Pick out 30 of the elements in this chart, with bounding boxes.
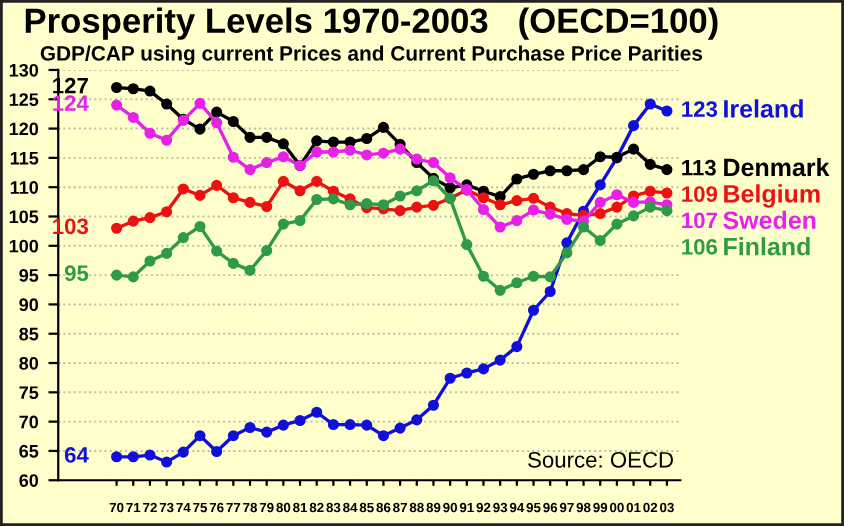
text: Sweden [723,210,816,230]
y-tick-label: 100 [9,239,39,253]
y-tick-label: 60 [19,474,39,487]
y-tick-label: 90 [19,298,39,312]
data-label: 95 [64,265,89,282]
y-tick-label: 120 [9,122,39,136]
y-tick-label: 115 [10,152,39,165]
y-tick-label: 105 [9,210,39,224]
text: Denmark [724,157,830,177]
data-label: 123 [682,101,718,117]
data-label: 106 [682,238,718,255]
data-label: 113 [682,159,716,176]
y-tick-label: 125 [9,93,39,106]
data-label: 107 [682,212,717,229]
y-tick-label: 65 [19,444,39,458]
y-tick-label: 70 [19,415,39,429]
y-tick-label: 85 [19,327,39,341]
text: Finland [724,237,810,256]
y-tick-label: 95 [19,269,39,282]
y-tick-label: 130 [9,63,39,77]
chart-title: Prosperity Levels 1970-2003 (OECD=100) [25,7,718,40]
data-label: 109 [682,186,718,202]
data-label: 64 [64,447,89,463]
chart-subtitle: GDP/CAP using current Prices and Current Purchase Price Parities [40,45,703,65]
text: Belgium [724,184,820,208]
annotation: Source: OECD [528,451,673,468]
y-tick-label: 80 [19,356,39,370]
y-tick-label: 110 [10,181,39,194]
y-tick-label: 75 [19,386,39,400]
text: Ireland [724,99,803,118]
